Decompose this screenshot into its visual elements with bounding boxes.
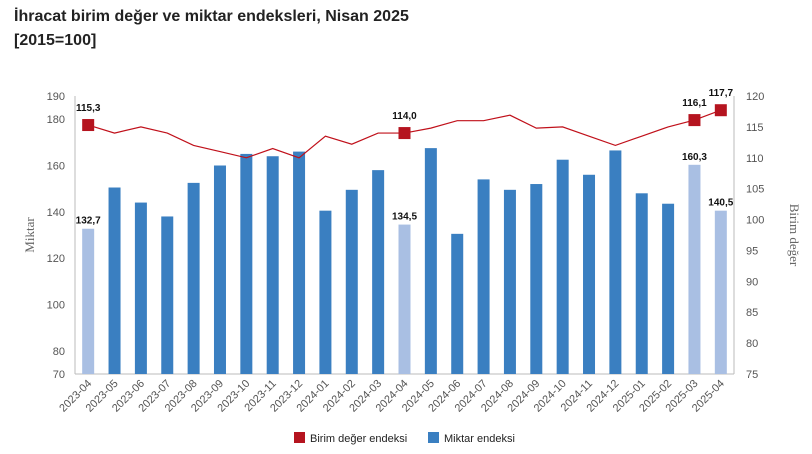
- bar: [293, 151, 306, 374]
- line-data-label: 114,0: [392, 111, 417, 122]
- legend-swatch-birim-deger: [294, 432, 305, 443]
- line-marker: [714, 104, 727, 117]
- line-marker: [398, 127, 411, 140]
- bar: [108, 187, 121, 374]
- bar: [530, 184, 543, 374]
- bar: [609, 150, 622, 374]
- y-tick-label-right: 100: [746, 215, 764, 227]
- bar: [372, 170, 385, 374]
- bar: [134, 202, 147, 374]
- bar: [503, 189, 516, 374]
- y-tick-label-right: 110: [746, 153, 764, 165]
- bar: [345, 189, 358, 374]
- y-tick-label-right: 85: [746, 307, 758, 319]
- y-tick-label-left: 160: [47, 161, 65, 173]
- bar: [688, 164, 701, 374]
- y-tick-label-right: 80: [746, 338, 758, 350]
- y-axis-title-right: Birim değer: [787, 204, 802, 267]
- bar: [240, 153, 253, 374]
- bar: [398, 224, 411, 374]
- legend: Birim değer endeksi Miktar endeksi: [294, 432, 515, 445]
- bar-data-label: 132,7: [76, 216, 101, 227]
- y-tick-label-right: 95: [746, 245, 758, 257]
- bar: [161, 216, 174, 374]
- bar: [213, 165, 226, 374]
- bar: [477, 179, 490, 374]
- y-axis-title-left: Miktar: [22, 217, 37, 253]
- bar: [662, 203, 675, 374]
- line-data-label: 115,3: [76, 103, 101, 114]
- line-data-label: 116,1: [682, 98, 707, 109]
- y-tick-label-left: 120: [47, 253, 65, 265]
- bar-data-label: 160,3: [682, 152, 707, 163]
- y-tick-label-right: 105: [746, 184, 764, 196]
- bar: [583, 174, 596, 374]
- bar-data-label: 140,5: [708, 198, 733, 209]
- bar: [82, 228, 95, 374]
- y-tick-label-left: 70: [53, 369, 65, 381]
- line-marker: [688, 114, 701, 127]
- bar: [635, 193, 648, 374]
- chart-title: İhracat birim değer ve miktar endeksleri…: [14, 8, 409, 25]
- bar: [424, 148, 437, 374]
- bar: [266, 156, 279, 374]
- line-data-label: 117,7: [709, 88, 734, 99]
- bar: [187, 182, 200, 374]
- legend-label-miktar: Miktar endeksi: [444, 433, 515, 445]
- y-tick-label-left: 180: [47, 114, 65, 126]
- y-tick-label-right: 90: [746, 276, 758, 288]
- y-tick-label-left: 80: [53, 346, 65, 358]
- bar: [451, 233, 464, 374]
- legend-swatch-miktar: [428, 432, 439, 443]
- y-tick-label-left: 190: [47, 91, 65, 103]
- line-marker: [82, 119, 95, 132]
- y-tick-label-right: 115: [746, 122, 764, 134]
- y-tick-label-left: 140: [47, 207, 65, 219]
- bar-data-label: 134,5: [392, 212, 417, 223]
- y-tick-label-left: 100: [47, 300, 65, 312]
- bar-series: [82, 148, 727, 374]
- y-tick-label-right: 120: [746, 91, 764, 103]
- bar: [319, 210, 332, 374]
- chart-subtitle: [2015=100]: [14, 32, 97, 49]
- legend-label-birim-deger: Birim değer endeksi: [310, 433, 407, 445]
- bar: [714, 210, 727, 374]
- y-tick-label-right: 75: [746, 369, 758, 381]
- bar: [556, 159, 569, 374]
- line-series: [82, 104, 727, 159]
